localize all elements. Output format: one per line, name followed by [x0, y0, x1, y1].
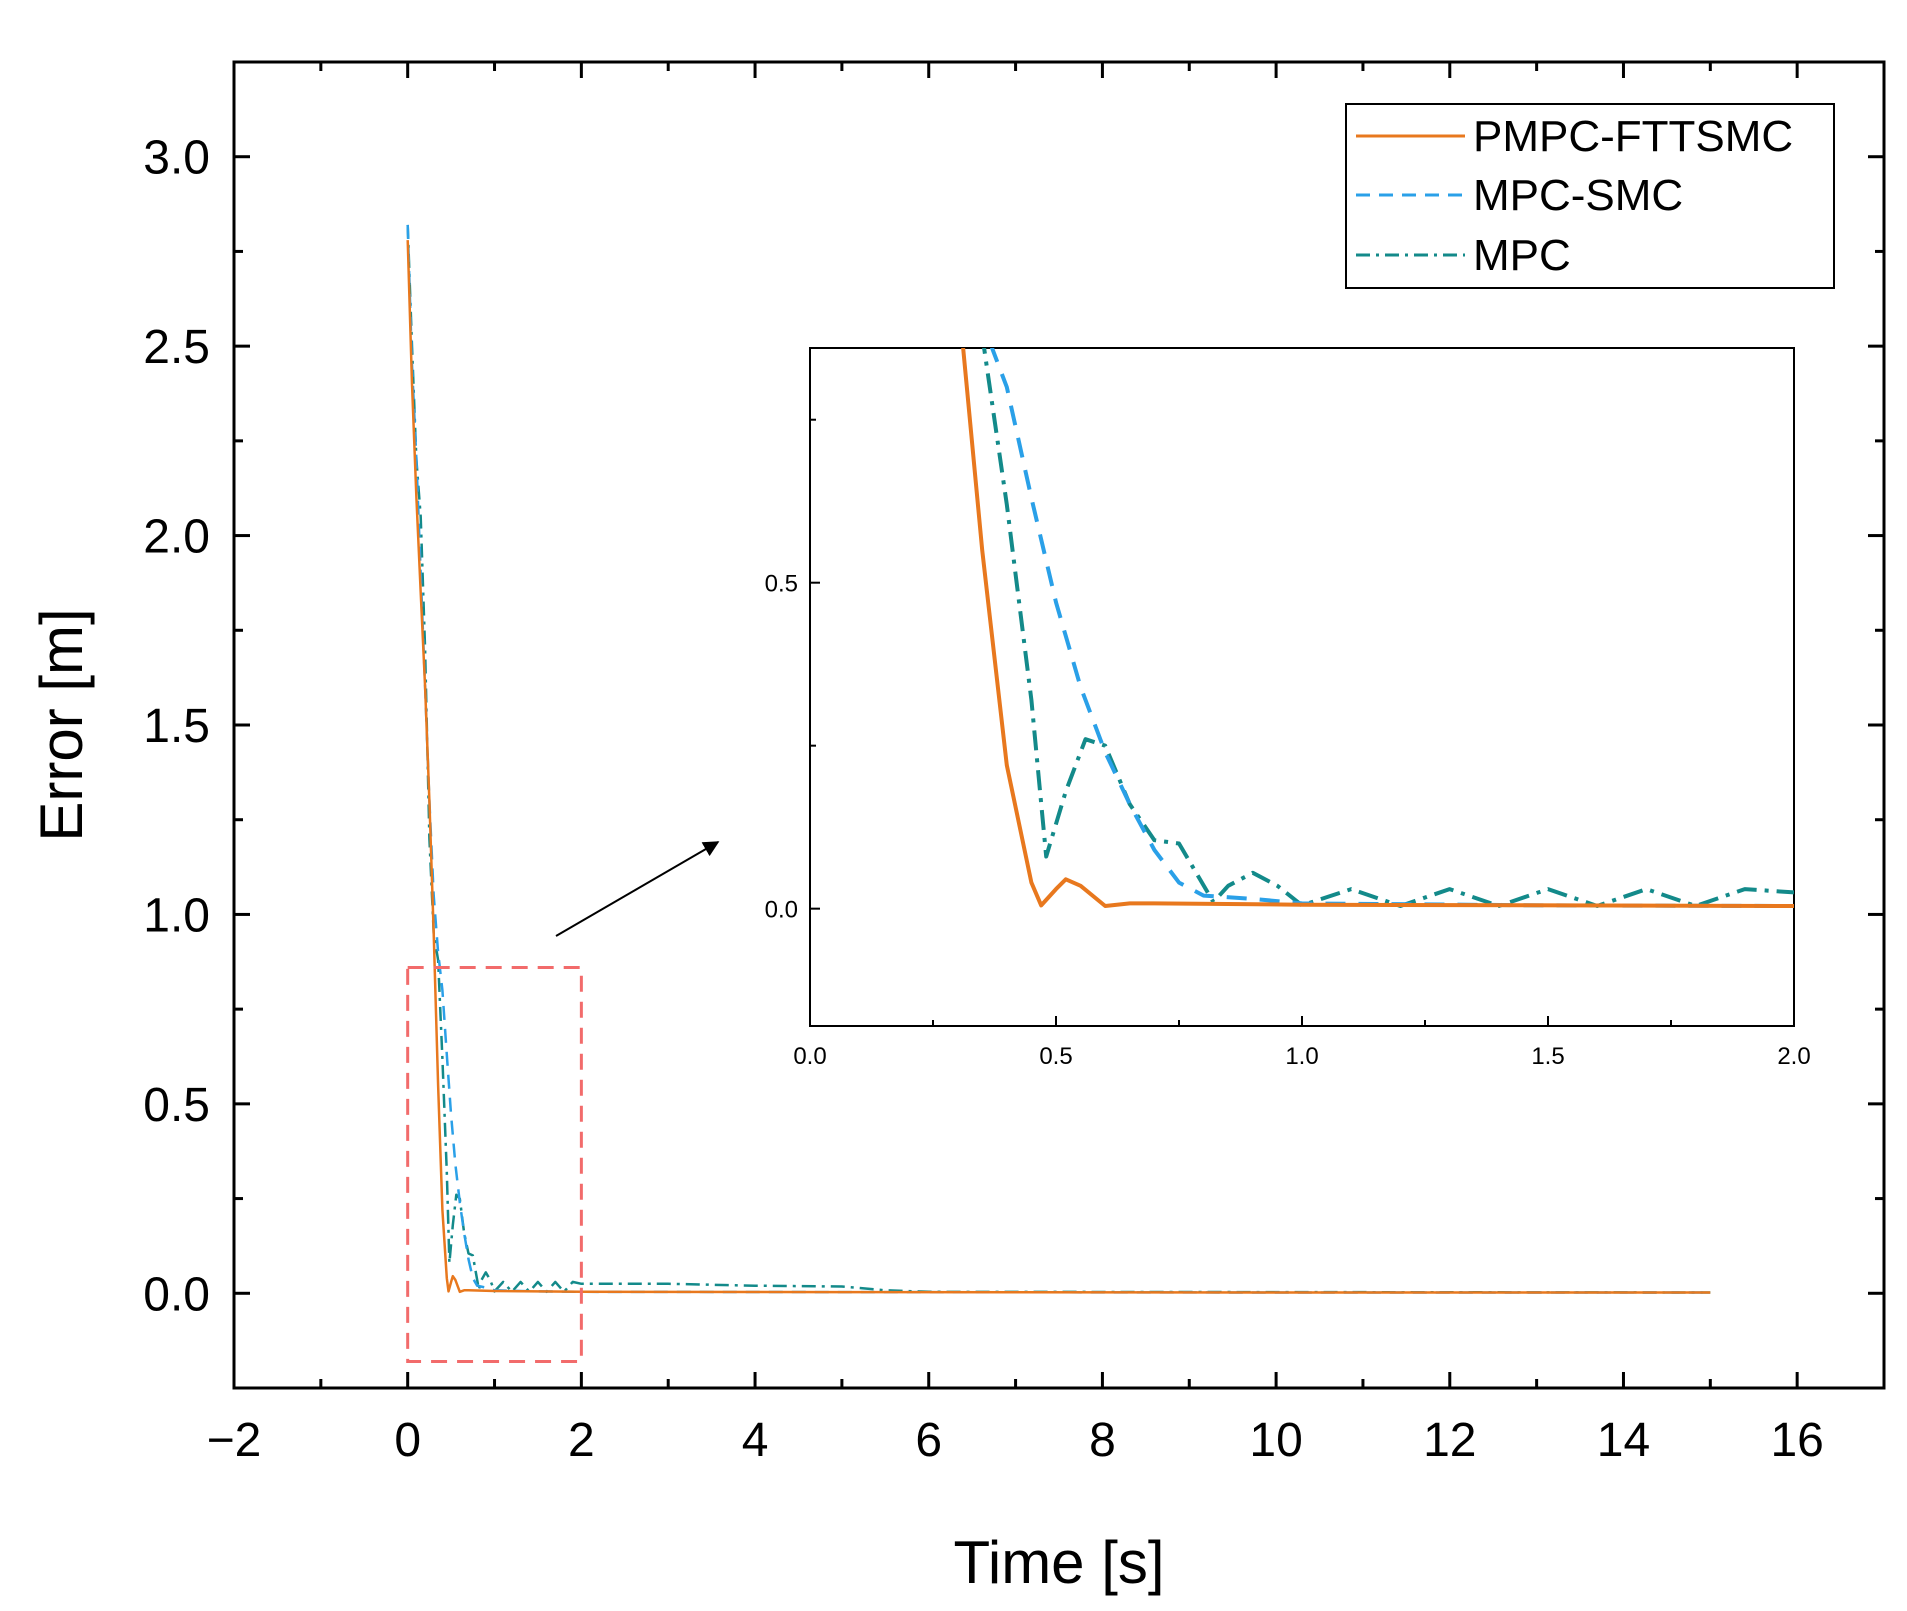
- y-tick-label: 2.0: [143, 511, 210, 564]
- inset-y-ticks: 0.0 0.5: [765, 418, 820, 924]
- legend-label-pmpc-fttsmc: PMPC-FTTSMC: [1473, 112, 1793, 161]
- x-axis-title: Time [s]: [953, 1529, 1164, 1596]
- inset-x-tick-label: 1.5: [1531, 1043, 1564, 1070]
- inset-series-group: [961, 348, 1794, 908]
- inset-plot-frame: [809, 347, 1795, 1027]
- x-tick-label: 4: [742, 1414, 769, 1467]
- x-tick-label: 14: [1597, 1414, 1650, 1467]
- inset-x-tick-label: 2.0: [1777, 1043, 1810, 1070]
- x-tick-label: 16: [1770, 1414, 1823, 1467]
- inset-x-tick-label: 1.0: [1285, 1043, 1318, 1070]
- legend-label-mpc: MPC: [1473, 231, 1571, 280]
- y-tick-label: 1.5: [143, 700, 210, 753]
- y-tick-label: 0.5: [143, 1079, 210, 1132]
- x-tick-label: −2: [207, 1414, 262, 1467]
- y-tick-label: 0.0: [143, 1268, 210, 1321]
- zoom-arrow: [555, 841, 720, 937]
- series-line-mpc-smc: [989, 348, 1794, 908]
- main-x-ticks: −2 0 2 4 6 8 10 12 14 16: [207, 62, 1824, 1467]
- main-y-ticks: 0.0 0.5 1.0 1.5 2.0 2.5 3.0: [143, 132, 1884, 1321]
- inset-y-tick-label: 0.5: [765, 571, 798, 598]
- y-tick-label: 3.0: [143, 132, 210, 185]
- inset-x-ticks: 0.0 0.5 1.0 1.5 2.0: [793, 1016, 1811, 1070]
- legend-label-mpc-smc: MPC-SMC: [1473, 171, 1683, 220]
- x-tick-label: 10: [1249, 1414, 1302, 1467]
- x-tick-label: 2: [568, 1414, 595, 1467]
- y-tick-label: 1.0: [143, 889, 210, 942]
- inset-x-tick-label: 0.5: [1039, 1043, 1072, 1070]
- x-tick-label: 0: [394, 1414, 421, 1467]
- x-tick-label: 6: [915, 1414, 942, 1467]
- zoom-region-box: [406, 965, 583, 1363]
- legend: PMPC-FTTSMC MPC-SMC MPC: [1345, 103, 1835, 289]
- y-tick-label: 2.5: [143, 321, 210, 374]
- y-axis-title: Error [m]: [28, 608, 95, 841]
- x-tick-label: 8: [1089, 1414, 1116, 1467]
- series-line-pmpc-fttsmc: [406, 240, 1711, 1294]
- inset-x-tick-label: 0.0: [793, 1043, 826, 1070]
- series-line-pmpc-fttsmc: [961, 348, 1794, 908]
- series-line-mpc: [982, 348, 1794, 908]
- inset-y-tick-label: 0.0: [765, 897, 798, 924]
- main-series-group: [406, 224, 1711, 1294]
- x-tick-label: 12: [1423, 1414, 1476, 1467]
